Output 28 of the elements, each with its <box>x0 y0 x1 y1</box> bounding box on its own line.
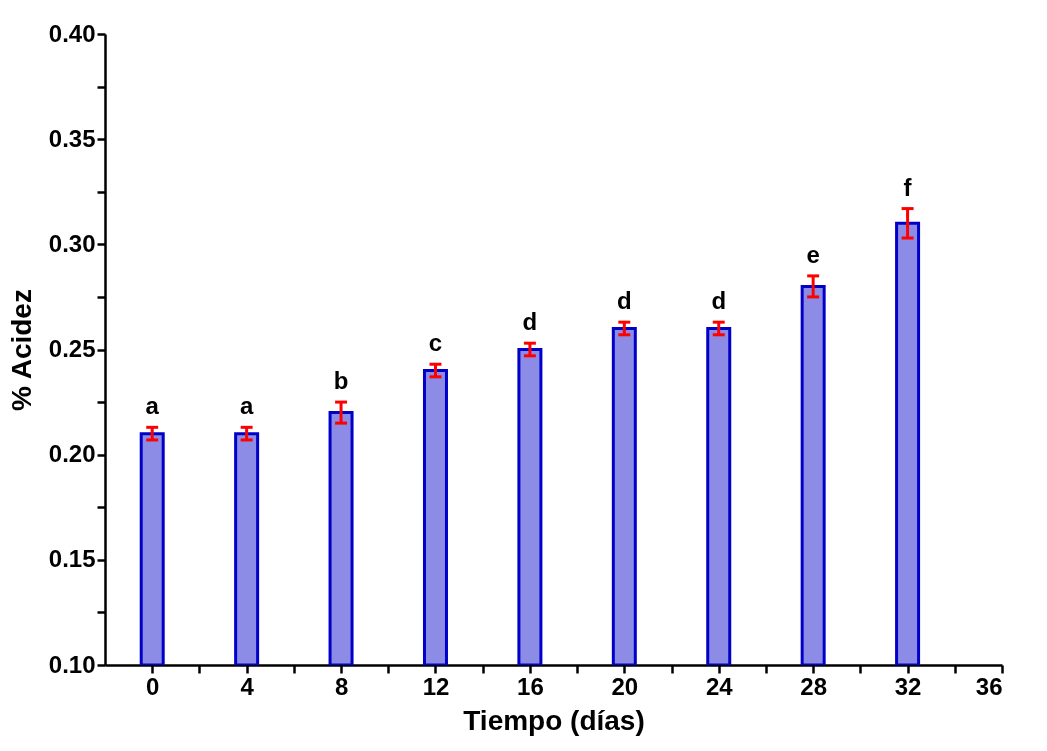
x-tick-label: 0 <box>146 672 160 700</box>
annotation: e <box>806 240 820 268</box>
x-tick-label: 4 <box>240 672 255 700</box>
annotation: b <box>333 367 349 395</box>
x-tick-label: 28 <box>800 672 828 700</box>
y-tick-label: 0.35 <box>48 124 96 152</box>
annotation: d <box>711 287 727 315</box>
annotation: a <box>239 392 254 420</box>
x-tick-label: 20 <box>611 672 639 700</box>
y-tick-label: 0.10 <box>48 650 96 678</box>
x-tick-label: 12 <box>422 672 450 700</box>
x-tick-label: 32 <box>894 672 922 700</box>
x-tick-label: 8 <box>334 672 349 700</box>
y-tick-label: 0.15 <box>48 545 96 573</box>
y-axis-title: % Acidez <box>5 289 37 411</box>
annotation: f <box>903 173 913 201</box>
annotation: d <box>522 308 538 336</box>
y-tick-label: 0.30 <box>48 229 96 257</box>
y-tick-label: 0.40 <box>48 19 96 47</box>
y-tick-label: 0.20 <box>48 440 96 468</box>
x-tick-label: 24 <box>705 672 734 700</box>
annotation: c <box>428 329 443 357</box>
annotation: d <box>616 287 632 315</box>
annotation: a <box>145 392 160 420</box>
x-axis-title: Tiempo (días) <box>463 704 645 736</box>
x-tick-label: 16 <box>517 672 544 700</box>
y-tick-label: 0.25 <box>48 335 96 362</box>
x-tick-label: 36 <box>975 672 1003 700</box>
